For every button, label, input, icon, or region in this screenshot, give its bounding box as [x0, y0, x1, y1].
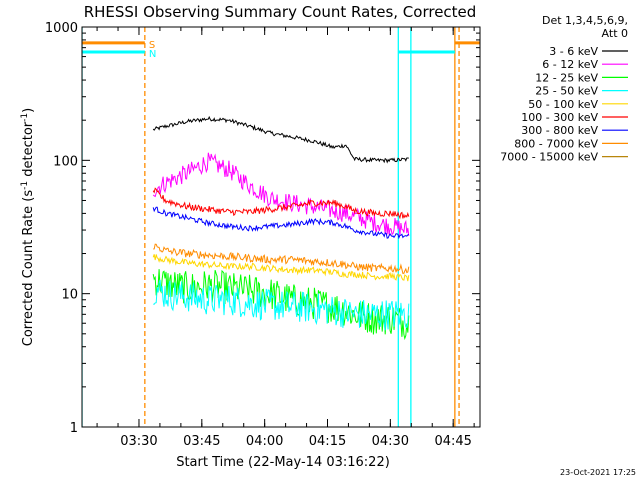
- plot-area: SN: [82, 27, 480, 427]
- legend-label-1: 6 - 12 keV: [542, 58, 598, 71]
- y-axis: 1 10 100 1000: [45, 21, 480, 436]
- y-axis-label-sup: -1: [20, 181, 30, 190]
- y-tick-label-0: 1: [70, 421, 78, 436]
- series-line-3-6-kev: [152, 115, 409, 164]
- legend-label-8: 7000 - 15000 keV: [500, 151, 598, 164]
- series-line-50-100-kev: [152, 254, 410, 282]
- plot-frame: [81, 26, 481, 428]
- y-axis-label-mid: detector: [21, 121, 36, 181]
- x-axis-label: Start Time (22-May-14 03:16:22): [176, 455, 390, 470]
- legend-label-0: 3 - 6 keV: [549, 45, 598, 58]
- legend-label-6: 300 - 800 keV: [521, 124, 598, 137]
- x-tick-label-4: 04:30: [372, 434, 409, 449]
- y-axis-label-sup2: -1: [20, 113, 30, 122]
- legend-label-2: 12 - 25 keV: [535, 71, 598, 84]
- series-line-100-300-kev: [152, 187, 410, 220]
- series-line-25-50-kev: [153, 279, 410, 331]
- y-axis-label-end: ): [21, 108, 36, 113]
- legend-label-7: 800 - 7000 keV: [514, 137, 598, 150]
- legend-header-line-2: Att 0: [602, 27, 628, 40]
- y-axis-label-main: Corrected Count Rate (s: [21, 190, 36, 347]
- x-tick-label-0: 03:30: [120, 434, 157, 449]
- flag-label-n: N: [149, 49, 156, 60]
- legend-label-3: 25 - 50 keV: [535, 85, 598, 98]
- y-axis-label: Corrected Count Rate (s-1 detector-1): [20, 108, 36, 346]
- x-tick-label-1: 03:45: [183, 434, 220, 449]
- series-line-800-7000-kev: [153, 243, 410, 274]
- legend-header-line-1: Det 1,3,4,5,6,9,: [542, 14, 628, 27]
- x-tick-label-5: 04:45: [434, 434, 471, 449]
- x-tick-label-3: 04:15: [309, 434, 346, 449]
- y-tick-label-3: 1000: [45, 21, 78, 36]
- series-line-6-12-kev: [152, 152, 410, 237]
- x-axis: 03:30 03:45 04:00 04:15 04:30 04:45: [96, 27, 475, 449]
- flag-label-s: S: [149, 40, 155, 51]
- legend-label-4: 50 - 100 keV: [528, 98, 598, 111]
- x-tick-label-2: 04:00: [246, 434, 283, 449]
- timestamp: 23-Oct-2021 17:25: [560, 468, 636, 477]
- chart-title: RHESSI Observing Summary Count Rates, Co…: [84, 3, 477, 21]
- y-tick-label-2: 100: [53, 154, 78, 169]
- y-tick-label-1: 10: [61, 288, 78, 303]
- legend-label-5: 100 - 300 keV: [521, 111, 598, 124]
- series-line-300-800-kev: [152, 206, 410, 240]
